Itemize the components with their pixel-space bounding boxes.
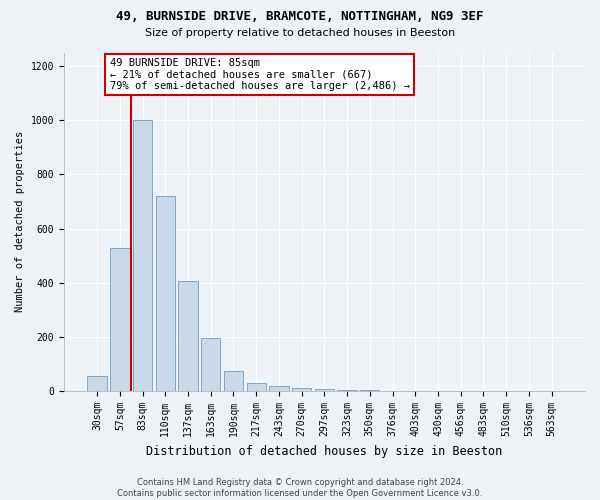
Bar (292, 388, 311, 391)
Bar (155, 196, 175, 391)
Bar (337, 390, 357, 391)
Text: Contains HM Land Registry data © Crown copyright and database right 2024.
Contai: Contains HM Land Registry data © Crown c… (118, 478, 482, 498)
Text: 49 BURNSIDE DRIVE: 85sqm
← 21% of detached houses are smaller (667)
79% of semi-: 49 BURNSIDE DRIVE: 85sqm ← 21% of detach… (110, 58, 410, 91)
Bar (269, 386, 289, 391)
Text: 49, BURNSIDE DRIVE, BRAMCOTE, NOTTINGHAM, NG9 3EF: 49, BURNSIDE DRIVE, BRAMCOTE, NOTTINGHAM… (116, 10, 484, 23)
Bar (474, 390, 493, 391)
X-axis label: Distribution of detached houses by size in Beeston: Distribution of detached houses by size … (146, 444, 503, 458)
Bar (88, 376, 107, 391)
Bar (360, 390, 379, 391)
Bar (110, 248, 130, 391)
Bar (247, 383, 266, 391)
Bar (315, 389, 334, 391)
Bar (178, 282, 197, 391)
Bar (224, 371, 243, 391)
Y-axis label: Number of detached properties: Number of detached properties (15, 131, 25, 312)
Bar (133, 120, 152, 391)
Bar (383, 390, 402, 391)
Text: Size of property relative to detached houses in Beeston: Size of property relative to detached ho… (145, 28, 455, 38)
Bar (201, 338, 220, 391)
